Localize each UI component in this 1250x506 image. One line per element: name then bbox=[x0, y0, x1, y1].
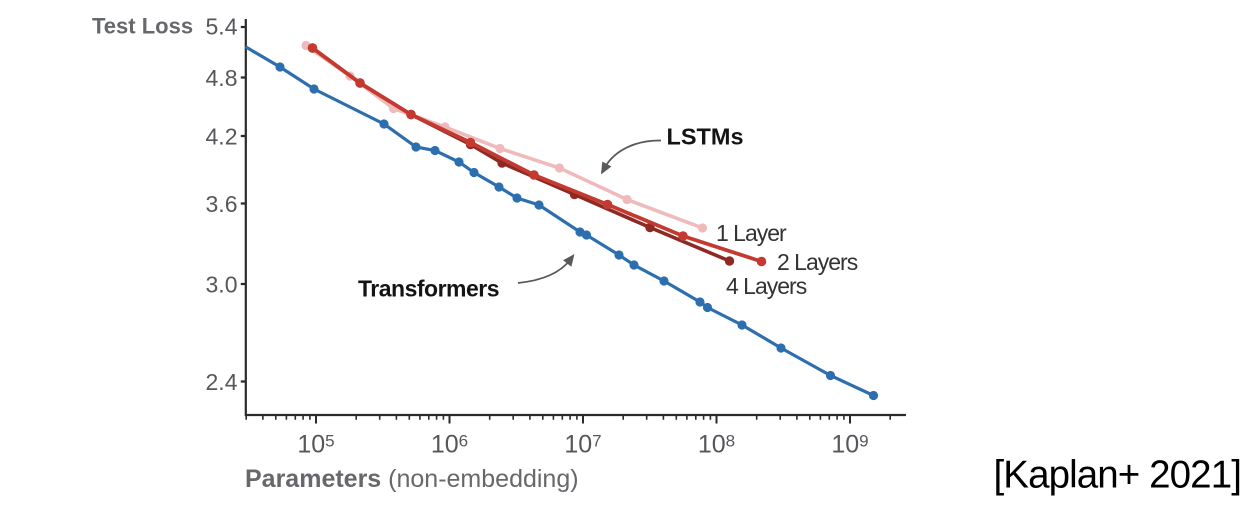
svg-text:4 Layers: 4 Layers bbox=[726, 273, 807, 299]
svg-text:5.4: 5.4 bbox=[206, 14, 238, 40]
svg-text:Test Loss: Test Loss bbox=[92, 14, 193, 39]
svg-text:4.8: 4.8 bbox=[206, 65, 238, 91]
svg-text:Transformers: Transformers bbox=[358, 276, 499, 302]
svg-text:3.0: 3.0 bbox=[206, 271, 238, 297]
svg-text:[Kaplan+ 2021]: [Kaplan+ 2021] bbox=[994, 454, 1242, 497]
svg-text:1 Layer: 1 Layer bbox=[716, 220, 787, 246]
svg-text:2 Layers: 2 Layers bbox=[777, 249, 858, 275]
svg-text:105: 105 bbox=[297, 431, 334, 459]
svg-text:2.4: 2.4 bbox=[206, 369, 238, 395]
svg-text:LSTMs: LSTMs bbox=[667, 124, 744, 150]
svg-text:4.2: 4.2 bbox=[206, 123, 238, 149]
svg-text:Parameters (non-embedding): Parameters (non-embedding) bbox=[245, 465, 579, 493]
svg-text:3.6: 3.6 bbox=[206, 191, 238, 217]
